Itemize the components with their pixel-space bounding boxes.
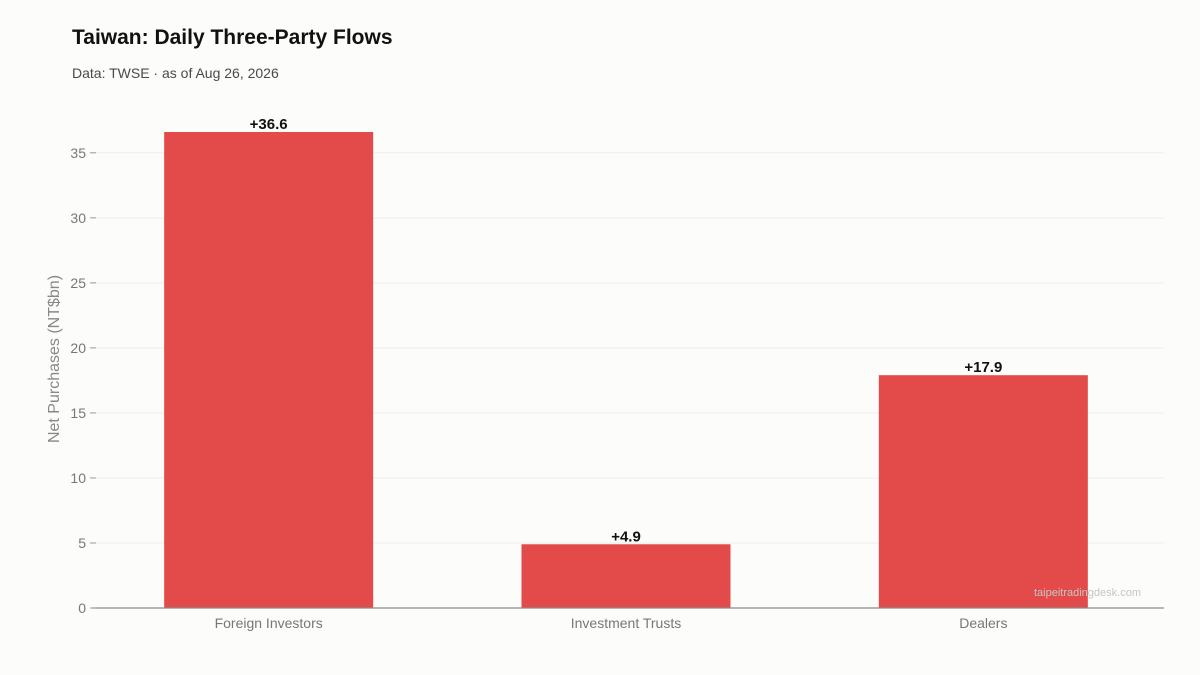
y-tick-label: 20 — [70, 340, 86, 356]
y-tick-label: 25 — [70, 275, 86, 291]
axes — [90, 152, 1164, 609]
y-tick-label: 0 — [78, 600, 86, 616]
x-category-label: Foreign Investors — [215, 615, 323, 631]
chart-title: Taiwan: Daily Three-Party Flows — [72, 26, 393, 49]
x-category-label: Dealers — [959, 615, 1007, 631]
bar — [878, 375, 1088, 608]
y-tick-label: 5 — [78, 535, 86, 551]
watermark: taipeitradingdesk.com — [1034, 587, 1141, 599]
y-tick-label: 30 — [70, 210, 86, 226]
bars — [164, 132, 1088, 608]
data-label: +17.9 — [964, 359, 1002, 376]
y-axis-title: Net Purchases (NT$bn) — [46, 275, 63, 443]
data-label: +4.9 — [611, 528, 641, 545]
data-label: +36.6 — [250, 116, 288, 133]
bar — [164, 132, 374, 608]
chart-subtitle: Data: TWSE · as of Aug 26, 2026 — [72, 65, 279, 81]
x-category-label: Investment Trusts — [571, 615, 681, 631]
y-tick-label: 35 — [70, 145, 86, 161]
bar — [521, 544, 731, 608]
labels: 0 5 10 15 20 25 30 35 +36.6 Foreign Investors +4.9… — [70, 116, 1007, 631]
y-tick-label: 10 — [70, 470, 86, 486]
y-tick-label: 15 — [70, 405, 86, 421]
